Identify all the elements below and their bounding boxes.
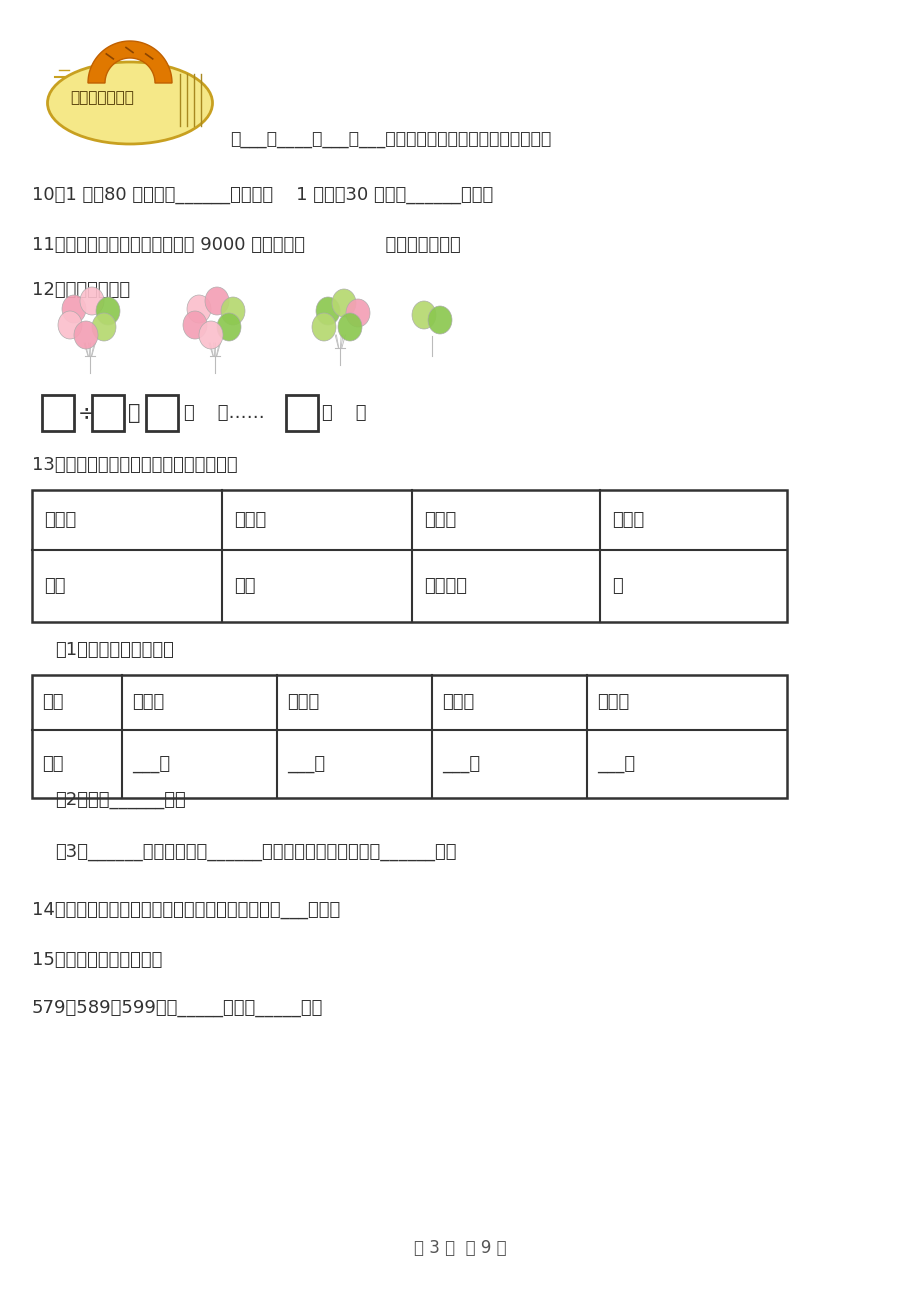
Text: ___人: ___人 xyxy=(596,755,634,773)
Text: 13．二年级课外兴趣小组人数情况统计。: 13．二年级课外兴趣小组人数情况统计。 xyxy=(32,456,237,474)
Text: 数学组: 数学组 xyxy=(44,510,76,529)
Ellipse shape xyxy=(183,311,207,339)
Text: （3）______组人数最多，______组人数最少，两个组相差______人。: （3）______组人数最多，______组人数最少，两个组相差______人。 xyxy=(55,842,456,861)
Text: 绘画组: 绘画组 xyxy=(424,510,456,529)
Text: 正正: 正正 xyxy=(233,577,255,595)
Text: 乐器组: 乐器组 xyxy=(596,694,629,711)
Text: 14．小丽家住在公园的西北面，公园在小丽家的（___）面。: 14．小丽家住在公园的西北面，公园在小丽家的（___）面。 xyxy=(32,901,340,919)
Text: （2）一共______人。: （2）一共______人。 xyxy=(55,792,186,809)
Bar xyxy=(92,395,124,431)
Text: ÷: ÷ xyxy=(78,404,96,423)
Text: 正: 正 xyxy=(611,577,622,595)
Ellipse shape xyxy=(412,301,436,329)
Text: 15．按规律继续填下去，: 15．按规律继续填下去， xyxy=(32,950,162,969)
Bar xyxy=(42,395,74,431)
Text: ___人: ___人 xyxy=(441,755,480,773)
Bar xyxy=(32,674,786,798)
Text: ___人: ___人 xyxy=(287,755,324,773)
Text: （    ）……: （ ）…… xyxy=(184,404,265,422)
Ellipse shape xyxy=(187,296,210,323)
Ellipse shape xyxy=(221,297,244,326)
Ellipse shape xyxy=(332,289,356,316)
Text: ；___、____、___、___。（从左到右，按苹果的顺序填写）: ；___、____、___、___。（从左到右，按苹果的顺序填写） xyxy=(230,132,550,148)
Text: 人数: 人数 xyxy=(42,755,63,773)
Text: 作文组: 作文组 xyxy=(233,510,266,529)
Text: ＝: ＝ xyxy=(128,404,141,423)
Text: 乐器组: 乐器组 xyxy=(611,510,643,529)
Bar xyxy=(146,395,177,431)
Bar xyxy=(286,395,318,431)
Ellipse shape xyxy=(346,299,369,327)
Bar xyxy=(32,490,786,622)
Ellipse shape xyxy=(58,311,82,339)
Text: 组别: 组别 xyxy=(42,694,63,711)
Ellipse shape xyxy=(199,322,222,349)
Text: 正正正正: 正正正正 xyxy=(424,577,467,595)
Text: 579、589、599、（_____）、（_____）；: 579、589、599、（_____）、（_____）； xyxy=(32,999,323,1017)
Text: 10．1 米－80 厘米＝（______）厘米；    1 小时＋30 分＝（______）分。: 10．1 米－80 厘米＝（______）厘米； 1 小时＋30 分＝（____… xyxy=(32,186,493,204)
Text: 只读一个零的数: 只读一个零的数 xyxy=(70,91,134,105)
Text: 第 3 页  共 9 页: 第 3 页 共 9 页 xyxy=(414,1240,505,1256)
Ellipse shape xyxy=(217,312,241,341)
Text: （1）把表格补充完整。: （1）把表格补充完整。 xyxy=(55,641,174,659)
Text: 11．一个学校的操场占地面积是 9000 平方分米．              ．（判断对错）: 11．一个学校的操场占地面积是 9000 平方分米． ．（判断对错） xyxy=(32,236,460,254)
Text: 12．看图写算式。: 12．看图写算式。 xyxy=(32,281,130,299)
Text: ___人: ___人 xyxy=(131,755,170,773)
Text: 作文组: 作文组 xyxy=(287,694,319,711)
Text: （    ）: （ ） xyxy=(322,404,366,422)
Ellipse shape xyxy=(205,286,229,315)
Ellipse shape xyxy=(96,297,119,326)
Ellipse shape xyxy=(62,296,85,323)
Ellipse shape xyxy=(315,297,340,326)
Ellipse shape xyxy=(337,312,361,341)
Ellipse shape xyxy=(92,312,116,341)
Text: 数学组: 数学组 xyxy=(131,694,165,711)
Ellipse shape xyxy=(48,62,212,145)
Text: 正正: 正正 xyxy=(44,577,65,595)
Ellipse shape xyxy=(74,322,98,349)
Ellipse shape xyxy=(312,312,335,341)
Text: 绘画组: 绘画组 xyxy=(441,694,473,711)
Ellipse shape xyxy=(427,306,451,335)
Polygon shape xyxy=(88,40,172,83)
Ellipse shape xyxy=(80,286,104,315)
